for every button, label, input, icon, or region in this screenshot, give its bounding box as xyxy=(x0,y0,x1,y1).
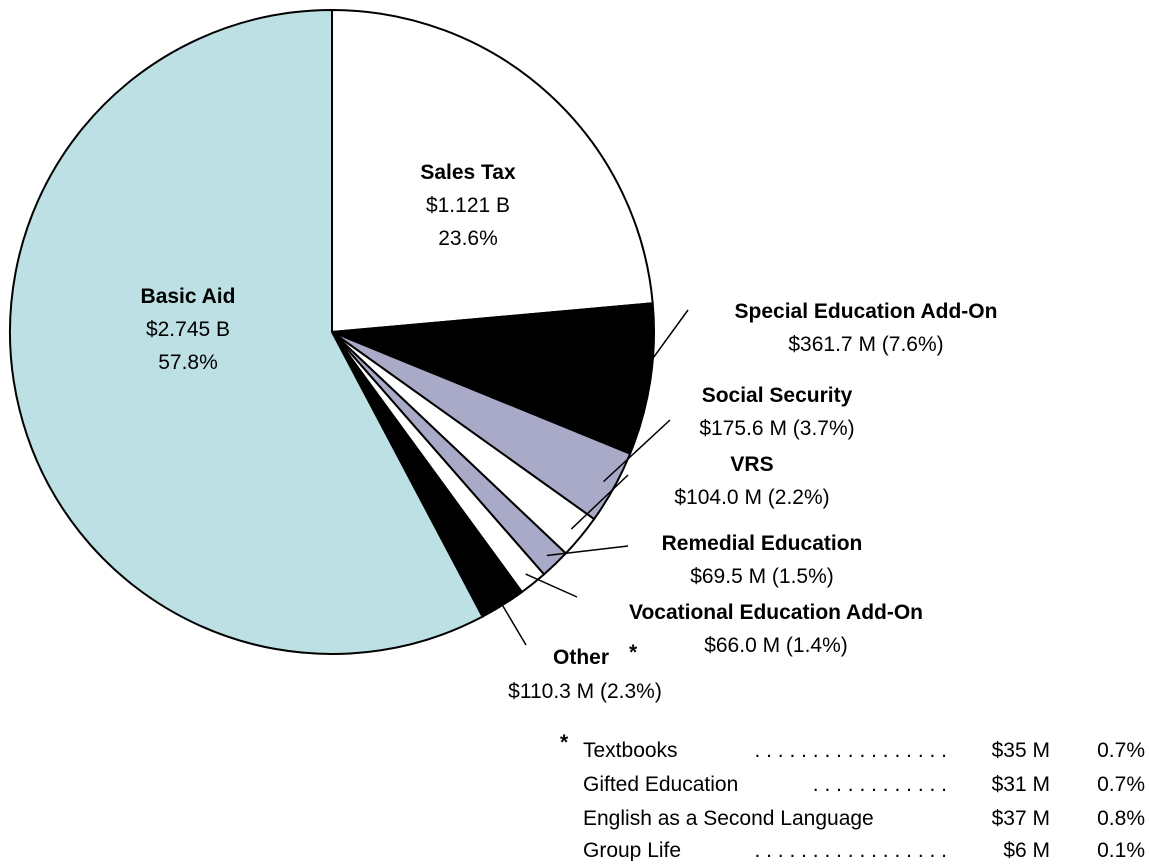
footnote-amount: $31 M xyxy=(992,773,1050,796)
pie-slice-special-education-add-on xyxy=(331,302,655,455)
leader-lines xyxy=(495,309,689,646)
footnote-amount: $35 M xyxy=(992,739,1050,762)
slice-label-percent: 23.6% xyxy=(438,227,498,250)
slice-label-amount: $110.3 M (2.3%) xyxy=(508,680,662,703)
footnote-label: Gifted Education xyxy=(583,773,738,796)
slice-label-name: Basic Aid xyxy=(141,285,236,308)
slice-label-amount: $2.745 B xyxy=(146,318,230,341)
slice-label-name: Other xyxy=(553,646,609,669)
slice-label-amount: $1.121 B xyxy=(426,194,510,217)
slice-label-percent: 57.8% xyxy=(158,351,218,374)
footnote-row: Gifted Education . . . . . . . . . . . .… xyxy=(583,773,1145,796)
leader-line-social-security xyxy=(602,419,671,483)
label-special-education: Special Education Add-On $361.7 M (7.6%) xyxy=(735,300,998,356)
slice-label-name: VRS xyxy=(730,453,773,476)
slice-label-amount: $104.0 M (2.2%) xyxy=(674,486,829,509)
footnote-row: Group Life . . . . . . . . . . . . . . .… xyxy=(583,839,1145,862)
slice-label-name: Special Education Add-On xyxy=(735,300,998,323)
footnote-asterisk: * xyxy=(560,731,569,754)
footnote-label: Textbooks xyxy=(583,739,678,762)
leader-line-special-education-add-on xyxy=(637,309,689,379)
other-footnote: * Textbooks . . . . . . . . . . . . . . … xyxy=(560,731,1145,862)
slice-label-name: Social Security xyxy=(702,384,853,407)
footnote-row: English as a Second Language $37 M 0.8% xyxy=(583,807,1145,830)
footnote-percent: 0.1% xyxy=(1097,839,1145,861)
footnote-dots: . . . . . . . . . . . . . . . . . xyxy=(754,839,947,861)
label-other: Other * $110.3 M (2.3%) xyxy=(508,641,662,703)
footnote-amount: $6 M xyxy=(1003,839,1050,861)
slice-label-amount: $361.7 M (7.6%) xyxy=(788,333,943,356)
slice-label-amount: $175.6 M (3.7%) xyxy=(699,417,854,440)
pie-slice-basic-aid xyxy=(9,9,484,655)
leader-line-vrs xyxy=(570,474,629,530)
footnote-dots: . . . . . . . . . . . . xyxy=(813,773,947,796)
footnote-row: Textbooks . . . . . . . . . . . . . . . … xyxy=(583,739,1145,762)
label-sales-tax: Sales Tax $1.121 B 23.6% xyxy=(420,161,516,250)
slice-label-name: Vocational Education Add-On xyxy=(629,601,923,624)
leader-line-other xyxy=(495,594,527,646)
pie-slice-sales-tax xyxy=(331,9,654,333)
label-remedial-education: Remedial Education $69.5 M (1.5%) xyxy=(662,532,863,588)
slice-label-amount: $66.0 M (1.4%) xyxy=(704,634,848,657)
label-vocational-education: Vocational Education Add-On $66.0 M (1.4… xyxy=(629,601,923,657)
footnote-percent: 0.7% xyxy=(1097,739,1145,762)
leader-line-remedial-education xyxy=(546,545,629,557)
footnote-percent: 0.8% xyxy=(1097,807,1145,830)
slice-label-amount: $69.5 M (1.5%) xyxy=(690,565,834,588)
slice-label-name: Remedial Education xyxy=(662,532,863,555)
footnote-label: English as a Second Language xyxy=(583,807,874,830)
other-asterisk: * xyxy=(629,641,638,664)
footnote-percent: 0.7% xyxy=(1097,773,1145,796)
footnote-dots: . . . . . . . . . . . . . . . . . xyxy=(754,739,947,762)
label-basic-aid: Basic Aid $2.745 B 57.8% xyxy=(141,285,236,374)
footnote-label: Group Life xyxy=(583,839,681,861)
label-vrs: VRS $104.0 M (2.2%) xyxy=(674,453,829,509)
label-social-security: Social Security $175.6 M (3.7%) xyxy=(699,384,854,440)
pie-slices xyxy=(9,9,655,655)
footnote-amount: $37 M xyxy=(992,807,1050,830)
leader-line-vocational-education-add-on xyxy=(525,573,578,598)
slice-label-name: Sales Tax xyxy=(420,161,516,184)
